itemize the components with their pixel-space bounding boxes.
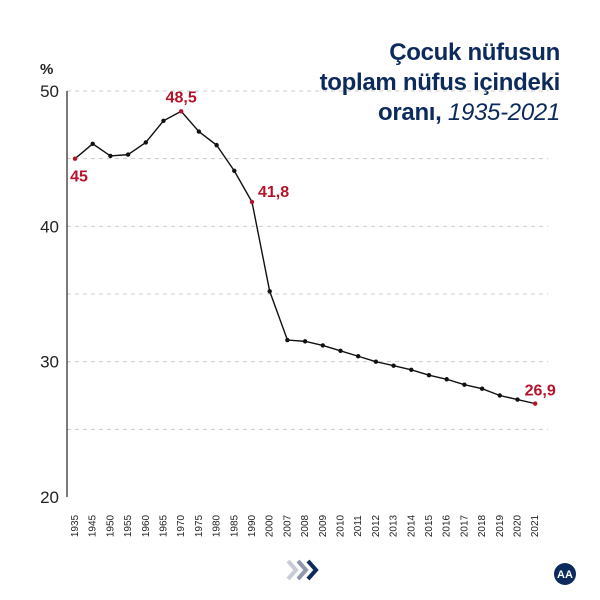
data-point xyxy=(232,168,237,174)
data-point xyxy=(356,354,361,359)
x-tick-label: 2019 xyxy=(495,514,506,537)
x-tick-label: 1935 xyxy=(70,514,81,537)
x-tick-label: 1975 xyxy=(194,514,205,537)
x-tick-label: 2012 xyxy=(371,514,382,537)
data-point xyxy=(285,337,290,343)
title-line-2: toplam nüfus içindeki xyxy=(319,69,561,96)
data-point xyxy=(249,199,255,205)
series-line xyxy=(74,110,536,405)
title-line-3-bold: oranı, xyxy=(378,99,442,126)
x-tick-label: 2010 xyxy=(336,514,347,537)
data-point xyxy=(373,359,379,364)
forward-chevrons-icon xyxy=(286,559,319,581)
data-point xyxy=(533,401,538,406)
data-point xyxy=(214,142,219,148)
x-tick-label: 2008 xyxy=(300,514,311,537)
data-point xyxy=(462,382,467,387)
data-point xyxy=(267,289,272,294)
data-point xyxy=(72,156,78,161)
y-axis-unit-label: % xyxy=(40,61,53,78)
data-point xyxy=(444,377,449,382)
x-tick-label: 1960 xyxy=(141,514,152,537)
x-tick-label: 1985 xyxy=(229,514,240,537)
data-label: 26,9 xyxy=(525,383,556,400)
x-tick-label: 2000 xyxy=(265,514,276,537)
chart-title: Çocuk nüfusun toplam nüfus içindeki oran… xyxy=(319,38,561,128)
data-label: 41,8 xyxy=(258,184,289,201)
data-point xyxy=(426,373,432,378)
x-tick-label: 2018 xyxy=(477,514,488,537)
data-point xyxy=(90,141,95,146)
x-tick-label: 2020 xyxy=(513,514,524,537)
data-label: 48,5 xyxy=(166,89,197,106)
x-tick-label: 1970 xyxy=(176,514,187,537)
data-point xyxy=(409,367,414,372)
data-point xyxy=(515,397,520,402)
x-tick-label: 2011 xyxy=(353,515,364,537)
x-tick-label: 2016 xyxy=(442,514,453,537)
data-point xyxy=(338,348,343,354)
x-tick-label: 2015 xyxy=(424,514,435,537)
x-tick-label: 1965 xyxy=(159,514,170,537)
x-tick-label: 1955 xyxy=(123,514,134,537)
x-tick-label: 1950 xyxy=(105,514,116,537)
data-label: 45 xyxy=(70,169,88,186)
data-point xyxy=(302,339,308,344)
data-point xyxy=(179,109,184,114)
data-point xyxy=(391,363,396,368)
title-line-1: Çocuk nüfusun xyxy=(389,39,560,66)
aa-logo-icon: AA xyxy=(554,563,576,585)
aa-logo-text: AA xyxy=(557,569,573,581)
x-tick-label: 1980 xyxy=(212,514,223,537)
x-tick-label: 1990 xyxy=(247,514,258,537)
y-tick-label: 20 xyxy=(40,488,59,507)
data-point xyxy=(196,129,202,134)
data-point xyxy=(497,393,502,398)
title-year-range: 1935-2021 xyxy=(441,99,560,126)
data-point xyxy=(108,153,113,159)
data-point xyxy=(143,140,148,145)
x-tick-label: 2013 xyxy=(389,514,400,537)
x-tick-label: 2014 xyxy=(406,514,417,537)
x-tick-label: 1945 xyxy=(88,514,99,537)
data-point xyxy=(320,343,325,348)
x-tick-label: 2009 xyxy=(318,514,329,537)
data-point xyxy=(125,152,131,157)
y-tick-label: 40 xyxy=(40,217,59,236)
data-point xyxy=(479,386,485,391)
x-tick-label: 2017 xyxy=(459,514,470,537)
data-point xyxy=(161,118,166,123)
x-tick-label: 2021 xyxy=(530,514,541,537)
y-tick-label: 30 xyxy=(40,353,59,372)
title-line-3: oranı, 1935-2021 xyxy=(320,98,560,128)
x-tick-label: 2007 xyxy=(282,514,293,537)
y-tick-label: 50 xyxy=(40,82,59,101)
